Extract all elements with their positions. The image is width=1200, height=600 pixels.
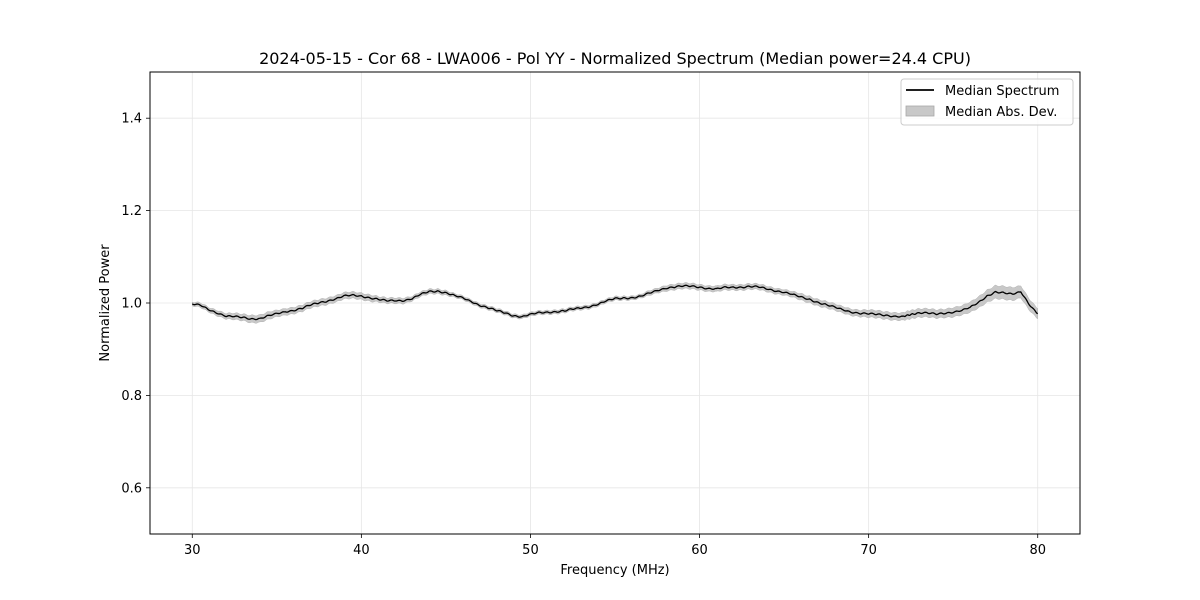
legend-band-swatch xyxy=(905,105,935,117)
x-tick-label: 30 xyxy=(184,543,201,558)
y-tick-label: 1.4 xyxy=(121,112,142,127)
x-axis-label: Frequency (MHz) xyxy=(560,563,669,578)
mad-band-layer xyxy=(192,282,1038,324)
y-tick-label: 0.6 xyxy=(121,481,142,496)
chart-title: 2024-05-15 - Cor 68 - LWA006 - Pol YY - … xyxy=(259,49,971,68)
x-tick-label: 60 xyxy=(691,543,708,558)
y-tick-label: 1.2 xyxy=(121,204,142,219)
y-tick-label: 1.0 xyxy=(121,297,142,312)
x-tick-label: 70 xyxy=(860,543,877,558)
y-tick-label: 0.8 xyxy=(121,389,142,404)
x-tick-label: 50 xyxy=(522,543,539,558)
x-tick-label: 80 xyxy=(1029,543,1046,558)
y-axis-label: Normalized Power xyxy=(98,244,113,362)
legend: Median Spectrum Median Abs. Dev. xyxy=(900,78,1074,126)
mad-band xyxy=(192,282,1038,324)
y-axis-ticks: 0.6 0.8 1.0 1.2 1.4 xyxy=(121,112,150,496)
median-spectrum-layer xyxy=(191,284,1039,321)
legend-label-mad: Median Abs. Dev. xyxy=(945,105,1057,120)
x-tick-label: 40 xyxy=(353,543,370,558)
legend-label-median: Median Spectrum xyxy=(945,84,1059,99)
median-spectrum-line xyxy=(191,284,1039,321)
x-axis-ticks: 30 40 50 60 70 80 xyxy=(184,534,1046,558)
legend-box xyxy=(900,78,1074,126)
